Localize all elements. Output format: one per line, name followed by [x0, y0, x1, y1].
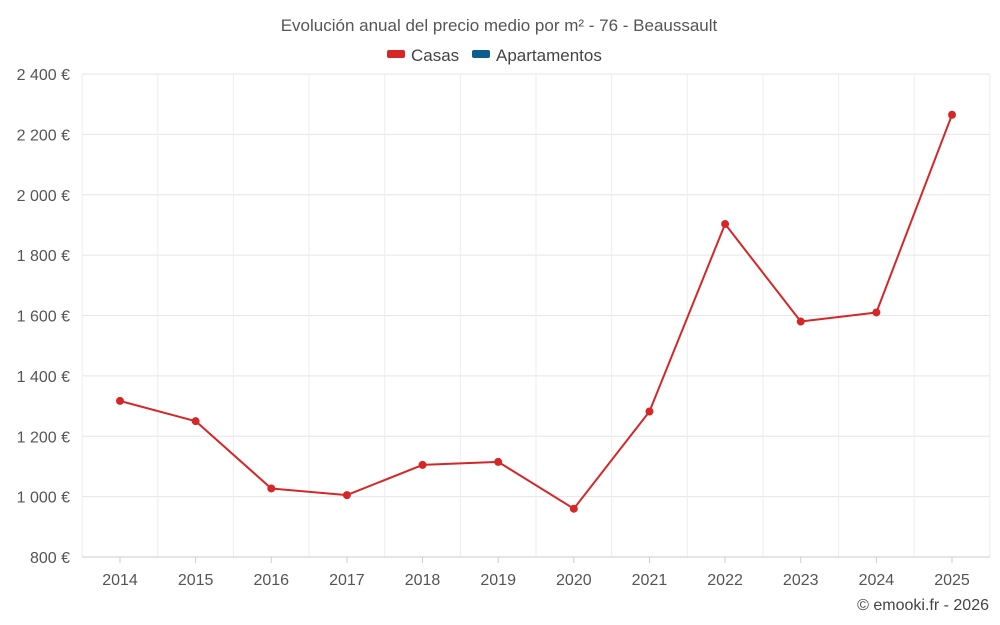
- legend-label-apartamentos: Apartamentos: [496, 46, 602, 65]
- data-point-casas[interactable]: [721, 220, 730, 229]
- x-tick-label: 2015: [178, 572, 214, 589]
- y-tick-label: 1 800 €: [17, 248, 70, 265]
- y-tick-label: 2 400 €: [17, 67, 70, 84]
- x-tick-label: 2020: [556, 572, 592, 589]
- legend-item-casas[interactable]: Casas: [387, 46, 459, 65]
- legend: Casas Apartamentos: [387, 46, 602, 65]
- x-tick-label: 2025: [934, 572, 970, 589]
- y-tick-label: 2 000 €: [17, 188, 70, 205]
- y-tick-label: 1 200 €: [17, 429, 70, 446]
- x-tick-label: 2022: [707, 572, 743, 589]
- data-point-casas[interactable]: [267, 484, 276, 493]
- legend-item-apartamentos[interactable]: Apartamentos: [472, 46, 602, 65]
- y-tick-label: 800 €: [30, 550, 70, 567]
- x-axis: 2014 2015 2016 2017 2018 2019 2020 2021 2022 2023…: [82, 556, 990, 589]
- data-point-casas[interactable]: [796, 317, 805, 326]
- y-tick-label: 1 400 €: [17, 369, 70, 386]
- y-axis: 800 € 1 000 € 1 200 € 1 400 € 1 600 € 1 800 €…: [17, 67, 70, 567]
- legend-swatch-apartamentos: [472, 50, 490, 58]
- chart-title: Evolución anual del precio medio por m² …: [281, 16, 718, 35]
- data-point-casas[interactable]: [342, 491, 351, 500]
- data-point-casas[interactable]: [418, 460, 427, 469]
- legend-label-casas: Casas: [411, 46, 459, 65]
- x-tick-label: 2023: [783, 572, 819, 589]
- data-point-casas[interactable]: [948, 110, 956, 119]
- x-tick-label: 2018: [405, 572, 441, 589]
- y-tick-label: 1 000 €: [17, 490, 70, 507]
- y-tick-label: 2 200 €: [17, 127, 70, 144]
- x-tick-label: 2017: [329, 572, 365, 589]
- plot-area: [116, 110, 956, 513]
- data-point-casas[interactable]: [569, 504, 578, 513]
- data-point-casas[interactable]: [116, 396, 124, 405]
- credit-text: © emooki.fr - 2026: [857, 597, 989, 614]
- x-tick-label: 2019: [480, 572, 516, 589]
- data-point-casas[interactable]: [191, 417, 200, 426]
- y-tick-label: 1 600 €: [17, 309, 70, 326]
- data-point-casas[interactable]: [872, 308, 881, 317]
- series-line-casas: [119, 114, 953, 510]
- x-tick-label: 2014: [102, 572, 138, 589]
- x-tick-label: 2021: [632, 572, 668, 589]
- data-point-casas[interactable]: [645, 407, 654, 416]
- data-point-casas[interactable]: [494, 457, 503, 466]
- legend-swatch-casas: [387, 50, 405, 58]
- x-tick-label: 2024: [859, 572, 895, 589]
- x-tick-label: 2016: [253, 572, 289, 589]
